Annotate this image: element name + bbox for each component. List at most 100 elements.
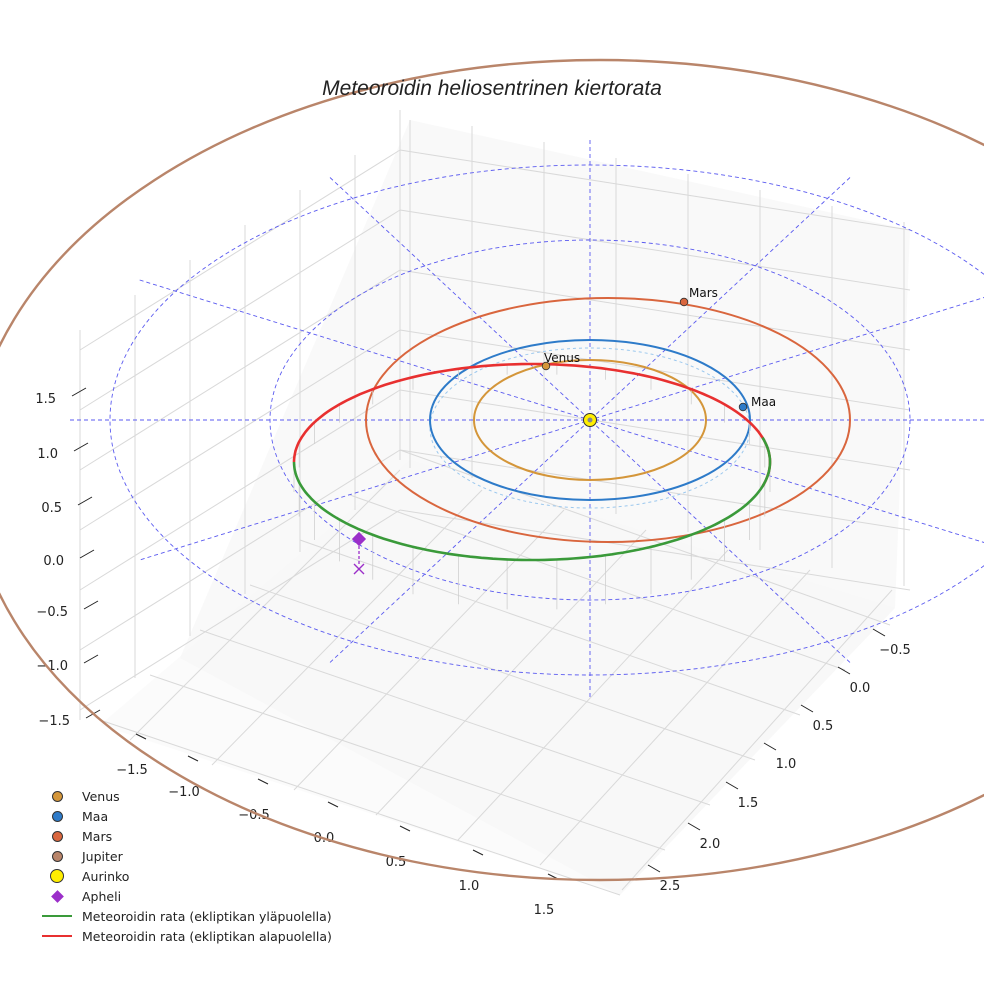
z-tick-label: 1.5 xyxy=(35,392,56,407)
legend-symbol xyxy=(40,926,74,946)
legend-item: Aurinko xyxy=(40,866,332,886)
x-tick-label: 1.5 xyxy=(534,903,555,918)
planet-marker xyxy=(738,402,748,412)
legend-label: Meteoroidin rata (ekliptikan alapuolella… xyxy=(82,928,332,944)
grid-line xyxy=(79,509,401,711)
planet-marker xyxy=(541,361,551,371)
venus-orbit xyxy=(473,359,707,481)
grid-line xyxy=(129,469,401,741)
legend-item: Meteoroidin rata (ekliptikan alapuolella… xyxy=(40,926,332,946)
z-tick-mark xyxy=(77,496,93,506)
y-tick-label: 0.5 xyxy=(813,719,834,734)
axis-panes xyxy=(100,120,910,895)
y-tick-label: 2.0 xyxy=(700,837,721,852)
legend-symbol xyxy=(40,826,74,846)
grid-line xyxy=(399,509,911,591)
y-tick-label: 0.0 xyxy=(850,681,871,696)
grid-line xyxy=(375,529,647,816)
grid-line xyxy=(399,449,911,531)
planet-label: Mars xyxy=(689,286,718,300)
legend-label: Mars xyxy=(82,828,113,844)
legend-label: Venus xyxy=(82,788,120,804)
grid-line xyxy=(149,674,666,851)
legend-symbol xyxy=(40,886,74,906)
earth-orbit xyxy=(429,339,751,501)
legend-symbol xyxy=(40,846,74,866)
z-tick-label: 0.0 xyxy=(43,554,64,569)
axis-ticks: −1.5 −1.0 −0.5 0.0 0.5 1.0 1.5 −0.5 0.0 0.5 1.0 1.5… xyxy=(35,387,911,918)
planet-marker xyxy=(679,297,689,307)
x-tick-mark xyxy=(257,778,269,785)
z-tick-label: 1.0 xyxy=(37,447,58,462)
z-tick-mark xyxy=(71,387,87,397)
z-tick-mark xyxy=(83,600,99,610)
y-tick-mark xyxy=(837,666,851,675)
grid-line xyxy=(249,584,756,761)
grid-line xyxy=(349,494,846,671)
x-tick-label: −1.5 xyxy=(116,763,148,778)
z-tick-label: −1.5 xyxy=(38,714,70,729)
legend-item: Venus xyxy=(40,786,332,806)
sun-core xyxy=(587,417,593,423)
grid-line xyxy=(457,549,729,841)
legend-label: Meteoroidin rata (ekliptikan yläpuolella… xyxy=(82,908,332,924)
legend-label: Maa xyxy=(82,808,109,824)
z-tick-mark xyxy=(73,442,89,452)
y-tick-mark xyxy=(725,781,739,790)
legend-item: Apheli xyxy=(40,886,332,906)
grid-line xyxy=(293,509,565,791)
y-tick-mark xyxy=(872,628,886,637)
x-tick-mark xyxy=(327,801,339,808)
jupiter-orbit xyxy=(0,58,984,882)
y-tick-mark xyxy=(800,704,814,713)
planet-label: Venus xyxy=(544,351,580,365)
y-tick-label: 1.5 xyxy=(738,796,759,811)
aphelion-marker xyxy=(351,531,367,547)
legend-label: Apheli xyxy=(82,888,122,904)
legend-symbol xyxy=(40,786,74,806)
z-tick-label: −0.5 xyxy=(36,605,68,620)
legend: Venus Maa Mars Jupiter Aurinko Apheli Meteoroi… xyxy=(40,786,332,946)
x-tick-mark xyxy=(472,849,484,856)
z-tick-mark xyxy=(79,549,95,559)
y-tick-label: 1.0 xyxy=(776,757,797,772)
aphelion-projection-marker xyxy=(353,563,365,575)
grid-line xyxy=(79,389,401,591)
grid-line xyxy=(199,629,711,806)
y-tick-mark xyxy=(763,742,777,751)
y-tick-mark xyxy=(687,822,701,831)
grid-line xyxy=(399,269,911,351)
grid-line xyxy=(399,149,911,231)
y-tick-mark xyxy=(647,864,661,873)
y-tick-label: −0.5 xyxy=(879,643,911,658)
pane-floor xyxy=(100,460,895,895)
z-tick-mark xyxy=(83,654,99,664)
grid-line xyxy=(79,149,401,351)
grid-line xyxy=(399,209,911,291)
meteoroid-orbit-above xyxy=(292,436,772,562)
grid-line xyxy=(539,569,811,866)
legend-item: Maa xyxy=(40,806,332,826)
chart-title: Meteoroidin heliosentrinen kiertorata xyxy=(322,77,662,100)
legend-symbol xyxy=(40,806,74,826)
meteoroid-orbit-below xyxy=(292,362,772,488)
legend-item: Meteoroidin rata (ekliptikan yläpuolella… xyxy=(40,906,332,926)
legend-symbol xyxy=(40,866,74,886)
grid-line xyxy=(211,489,483,766)
grid-line xyxy=(79,449,401,651)
x-tick-mark xyxy=(399,825,411,832)
legend-label: Aurinko xyxy=(82,868,130,884)
y-tick-label: 2.5 xyxy=(660,879,681,894)
legend-item: Jupiter xyxy=(40,846,332,866)
grid-line xyxy=(299,539,801,716)
grid-line xyxy=(79,329,401,531)
planet-label: Maa xyxy=(751,395,776,409)
grid-line xyxy=(621,589,893,891)
legend-label: Jupiter xyxy=(82,848,123,864)
x-tick-label: 1.0 xyxy=(459,879,480,894)
grid-line xyxy=(79,209,401,411)
mars-orbit xyxy=(365,297,851,543)
legend-symbol xyxy=(40,906,74,926)
x-tick-label: −1.0 xyxy=(168,785,200,800)
x-tick-mark xyxy=(187,755,199,762)
